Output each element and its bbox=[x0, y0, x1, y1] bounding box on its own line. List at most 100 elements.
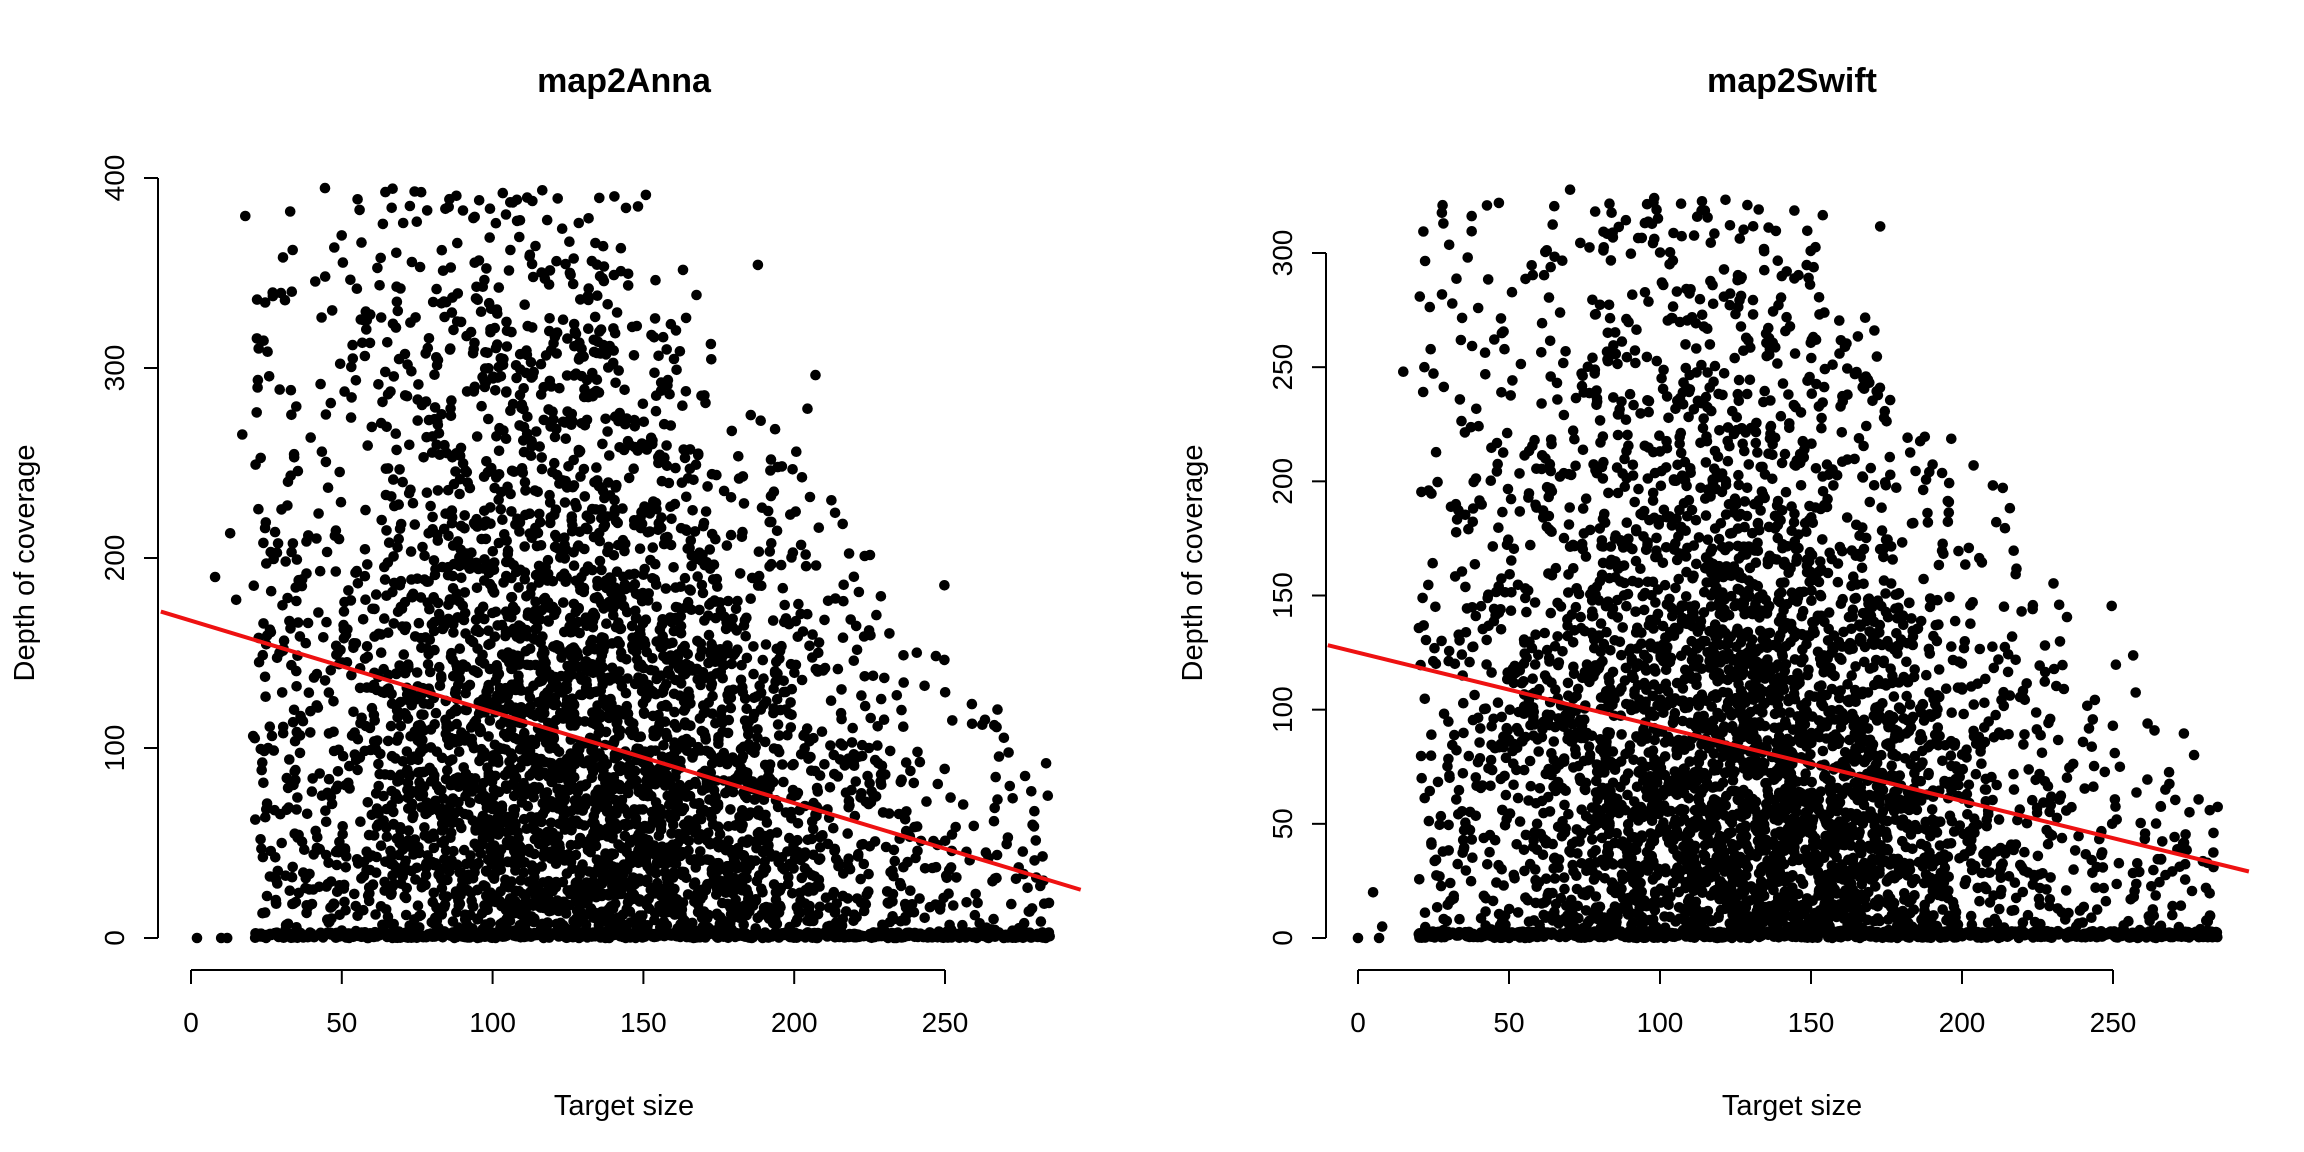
data-point bbox=[493, 927, 505, 938]
data-point bbox=[518, 421, 530, 433]
data-point bbox=[434, 661, 445, 673]
data-point bbox=[475, 783, 486, 795]
data-point bbox=[319, 271, 331, 282]
data-point bbox=[345, 412, 357, 423]
data-point bbox=[801, 723, 813, 734]
data-point bbox=[343, 585, 354, 596]
data-point bbox=[750, 855, 761, 866]
x-tick-label: 150 bbox=[1788, 1007, 1835, 1038]
data-point bbox=[573, 217, 585, 229]
data-point bbox=[919, 680, 930, 692]
data-point bbox=[388, 577, 400, 589]
data-point bbox=[614, 407, 625, 419]
data-point bbox=[650, 579, 662, 590]
data-point bbox=[313, 881, 325, 893]
data-point bbox=[583, 283, 594, 294]
data-point bbox=[589, 752, 600, 764]
data-point bbox=[548, 699, 560, 711]
data-point bbox=[683, 686, 694, 697]
data-point bbox=[908, 907, 920, 918]
data-point bbox=[935, 899, 946, 911]
data-point bbox=[271, 547, 283, 558]
data-point bbox=[312, 831, 323, 843]
data-point bbox=[400, 909, 412, 921]
data-point bbox=[604, 902, 616, 914]
data-point bbox=[679, 640, 690, 652]
x-tick-label: 100 bbox=[1637, 1007, 1684, 1038]
data-point bbox=[250, 814, 261, 825]
data-point bbox=[972, 897, 983, 909]
data-point bbox=[636, 438, 648, 449]
data-point bbox=[718, 747, 730, 759]
data-point bbox=[600, 413, 611, 425]
data-point bbox=[455, 520, 467, 532]
data-point bbox=[443, 201, 455, 213]
data-point bbox=[436, 882, 448, 894]
data-point bbox=[280, 556, 292, 567]
data-point bbox=[896, 704, 907, 716]
data-point bbox=[684, 444, 696, 455]
data-point bbox=[351, 283, 363, 295]
data-point bbox=[476, 533, 487, 545]
data-point bbox=[819, 759, 830, 770]
data-point bbox=[585, 637, 596, 649]
data-point bbox=[253, 343, 264, 354]
data-point bbox=[337, 257, 349, 268]
data-point bbox=[544, 375, 556, 387]
data-point bbox=[449, 687, 461, 699]
x-tick-label: 50 bbox=[1493, 1007, 1524, 1038]
data-point bbox=[412, 415, 424, 426]
data-point bbox=[519, 477, 531, 488]
data-point bbox=[611, 566, 623, 577]
data-point bbox=[678, 803, 690, 814]
data-point bbox=[839, 760, 851, 771]
data-point bbox=[637, 398, 649, 410]
data-point bbox=[382, 911, 394, 923]
data-point bbox=[634, 804, 645, 815]
data-point bbox=[547, 575, 559, 587]
data-point bbox=[626, 321, 638, 333]
data-point bbox=[727, 845, 738, 856]
data-point bbox=[335, 496, 347, 508]
data-point bbox=[332, 766, 344, 777]
data-point bbox=[272, 538, 284, 549]
data-point bbox=[639, 635, 650, 647]
data-point bbox=[364, 722, 376, 734]
data-point bbox=[459, 587, 471, 598]
data-point bbox=[406, 256, 418, 268]
y-tick-label: 300 bbox=[99, 345, 130, 392]
data-point bbox=[407, 497, 419, 509]
data-point bbox=[565, 764, 577, 775]
data-point bbox=[537, 877, 549, 888]
data-point bbox=[668, 819, 679, 830]
data-point bbox=[961, 897, 972, 908]
data-point bbox=[673, 908, 684, 920]
data-point bbox=[589, 866, 600, 878]
data-point bbox=[505, 244, 516, 256]
data-point bbox=[628, 350, 640, 361]
data-point bbox=[340, 862, 352, 873]
data-point bbox=[879, 672, 890, 684]
points-group bbox=[1352, 184, 2223, 944]
data-point bbox=[403, 487, 415, 499]
data-point bbox=[686, 550, 698, 561]
data-point bbox=[1042, 790, 1054, 801]
data-point bbox=[492, 620, 504, 631]
data-point bbox=[779, 599, 790, 611]
data-point bbox=[583, 294, 594, 306]
data-point bbox=[583, 323, 594, 335]
data-point bbox=[248, 580, 260, 591]
data-point bbox=[757, 887, 768, 898]
data-point bbox=[554, 382, 565, 394]
data-point bbox=[360, 306, 372, 317]
data-point bbox=[574, 337, 585, 349]
data-point bbox=[483, 413, 494, 425]
data-point bbox=[611, 479, 622, 491]
data-point bbox=[638, 707, 650, 718]
data-point bbox=[813, 637, 825, 648]
data-point bbox=[614, 623, 626, 635]
data-point bbox=[565, 888, 576, 900]
data-point bbox=[561, 370, 573, 381]
data-point bbox=[703, 909, 714, 921]
data-point bbox=[721, 540, 733, 551]
